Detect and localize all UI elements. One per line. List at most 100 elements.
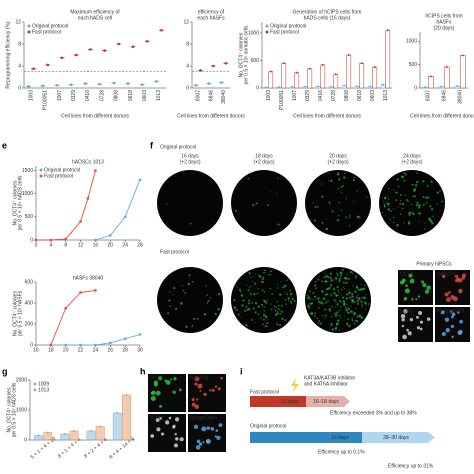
colony <box>277 223 280 226</box>
x-tick-label: 1003 <box>266 90 272 101</box>
cell <box>406 328 409 332</box>
colony <box>273 305 276 308</box>
bar <box>359 63 365 89</box>
point <box>79 291 82 294</box>
point <box>89 48 92 51</box>
colony <box>291 297 294 301</box>
bar <box>307 68 313 89</box>
colony <box>247 177 250 180</box>
stage-label: 16–18 days <box>313 399 339 405</box>
cell <box>202 441 205 444</box>
colony <box>365 303 367 305</box>
colony <box>191 281 194 283</box>
cell <box>191 397 195 402</box>
colony <box>326 293 329 296</box>
y-tick-label: 500 <box>251 58 260 64</box>
cell <box>150 391 154 395</box>
colony <box>350 305 352 307</box>
colony <box>418 221 420 223</box>
colony <box>334 314 338 317</box>
stain-label: OCT4 <box>400 271 414 277</box>
colony <box>167 312 170 315</box>
cell <box>156 427 161 432</box>
cell <box>401 318 405 322</box>
point <box>49 238 53 242</box>
colony <box>363 284 366 286</box>
colony <box>351 320 354 322</box>
colony <box>264 325 267 328</box>
legend-label: Original protocol <box>32 23 68 29</box>
colony <box>363 296 366 300</box>
stage-arrow <box>362 432 435 443</box>
colony <box>263 310 266 312</box>
colony <box>360 300 363 303</box>
colony <box>341 272 343 274</box>
colony <box>329 203 331 205</box>
colony <box>276 300 278 303</box>
colony <box>238 288 242 291</box>
colony <box>348 325 351 328</box>
panel-label: g <box>2 366 8 376</box>
colony <box>357 215 360 219</box>
colony <box>249 292 252 295</box>
cell <box>399 280 405 285</box>
colony <box>352 178 355 182</box>
colony <box>324 314 327 317</box>
point <box>41 84 45 88</box>
colony <box>317 322 320 325</box>
colony <box>408 213 411 216</box>
x-tick-label: 1003 <box>28 90 34 101</box>
colony <box>404 173 407 176</box>
colony <box>358 296 360 299</box>
colony <box>390 210 392 213</box>
cell <box>150 396 156 402</box>
legend-label: Original protocol <box>270 23 306 29</box>
x-tick-label: 6007 <box>196 90 202 101</box>
colony <box>330 316 333 318</box>
colony <box>396 178 399 181</box>
x-tick-label: 0603 <box>370 90 376 101</box>
colony <box>327 276 330 279</box>
colony <box>266 204 269 207</box>
day-label: (+2 days) <box>402 159 423 165</box>
chart-title: efficiency of <box>198 9 225 15</box>
colony <box>408 220 411 223</box>
colony <box>257 313 260 316</box>
point <box>74 53 78 57</box>
stain-label: NANOG <box>190 375 208 381</box>
colony <box>418 212 422 215</box>
stage-label: 28–30 days <box>383 435 409 441</box>
colony <box>328 180 330 182</box>
flash-icon <box>291 378 299 393</box>
colony <box>330 179 333 182</box>
colony <box>340 274 342 276</box>
colony <box>276 283 279 286</box>
cell <box>203 392 207 397</box>
point <box>145 39 149 43</box>
colony <box>336 286 339 289</box>
x-tick-label: 20 <box>108 242 114 248</box>
colony <box>320 290 324 293</box>
y-axis-label: No. OCT4⁺ colonies <box>6 387 12 432</box>
colony <box>236 286 238 288</box>
bar <box>372 66 378 89</box>
bar <box>43 432 53 441</box>
point <box>117 42 121 46</box>
cell <box>462 273 466 278</box>
chart-title: hADS cells (16 days) <box>304 15 351 21</box>
colony <box>429 205 432 208</box>
colony <box>279 293 282 296</box>
colony <box>430 180 433 183</box>
colony <box>265 301 268 304</box>
cell <box>208 389 212 392</box>
colony <box>287 299 289 302</box>
x-tick-label: 6007 <box>425 90 431 101</box>
colony <box>261 289 264 291</box>
colony <box>397 185 400 188</box>
colony <box>329 272 333 275</box>
colony <box>263 306 266 308</box>
cell <box>161 432 165 436</box>
colony <box>388 199 390 201</box>
colony <box>246 284 248 286</box>
colony <box>353 200 355 202</box>
